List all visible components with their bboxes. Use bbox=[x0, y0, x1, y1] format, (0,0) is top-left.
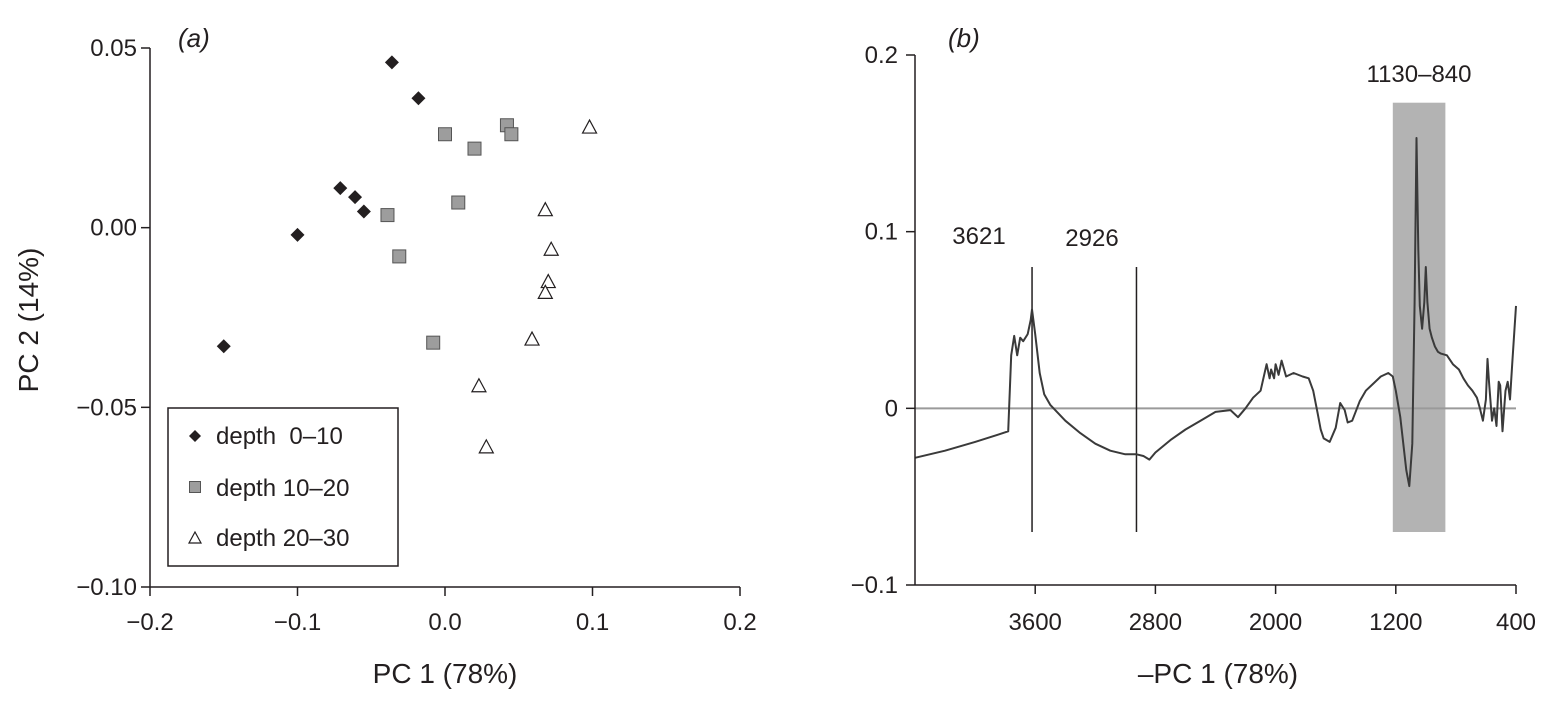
point-depth-0-10 bbox=[356, 204, 371, 219]
x-tick-label: −0.2 bbox=[126, 609, 173, 636]
point-depth-10-20 bbox=[426, 335, 441, 350]
highlight-band-1130-840 bbox=[1392, 102, 1446, 532]
y-tick-label: 0.05 bbox=[90, 35, 137, 62]
panel-a-label: (a) bbox=[178, 23, 210, 53]
point-depth-20-30 bbox=[537, 284, 554, 299]
panel-a-x-axis-label: PC 1 (78%) bbox=[373, 658, 518, 689]
legend-item-depth-0-10: depth 0–10 bbox=[189, 423, 343, 450]
point-depth-0-10 bbox=[384, 55, 399, 70]
x-tick-label: 2800 bbox=[1129, 609, 1182, 636]
annotation-1130-840: 1130–840 bbox=[1367, 61, 1472, 88]
point-depth-20-30 bbox=[524, 330, 541, 346]
legend: depth 0–10 depth 10–20 depth 20–30 bbox=[167, 407, 399, 567]
legend-item-depth-20-30: depth 20–30 bbox=[187, 525, 349, 552]
y-tick-label: 0.2 bbox=[865, 42, 898, 69]
y-tick-label: −0.10 bbox=[76, 574, 137, 601]
panel-a-points bbox=[216, 55, 598, 454]
point-depth-0-10 bbox=[290, 227, 305, 242]
point-depth-10-20 bbox=[504, 127, 519, 142]
scatter-panel-a: (a) −0.2 −0.1 0.0 0.1 0.2 0.05 0.00 −0.05 −0.10… bbox=[13, 23, 757, 689]
point-depth-0-10 bbox=[216, 339, 231, 354]
y-tick-label: −0.05 bbox=[76, 394, 137, 421]
panel-b-x-ticks: 3600 2800 2000 1200 400 bbox=[1009, 585, 1536, 636]
panel-b-y-ticks: 0.2 0.1 0 −0.1 bbox=[851, 42, 915, 599]
panel-a-x-ticks: −0.2 −0.1 0.0 0.1 0.2 bbox=[126, 587, 757, 636]
legend-square-marker bbox=[189, 481, 201, 493]
point-depth-20-30 bbox=[470, 377, 487, 393]
legend-label-depth-10-20: depth 10–20 bbox=[216, 475, 349, 502]
legend-label-depth-0-10: depth 0–10 bbox=[216, 423, 343, 450]
spectrum-panel-b: (b) 3600 2800 2000 1200 400 0.2 0.1 0 −0.1 –PC … bbox=[851, 23, 1536, 689]
annotation-3621: 3621 bbox=[952, 223, 1005, 250]
x-tick-label: 3600 bbox=[1009, 609, 1062, 636]
point-depth-0-10 bbox=[348, 190, 363, 205]
point-depth-0-10 bbox=[333, 181, 348, 196]
y-tick-label: 0.1 bbox=[865, 219, 898, 246]
panel-b-x-axis-label: –PC 1 (78%) bbox=[1138, 658, 1298, 689]
point-depth-20-30 bbox=[581, 118, 598, 134]
point-depth-20-30 bbox=[540, 273, 557, 289]
point-depth-10-20 bbox=[451, 195, 466, 210]
y-tick-label: −0.1 bbox=[851, 572, 898, 599]
panel-a-y-axis-label: PC 2 (14%) bbox=[13, 248, 44, 393]
legend-triangle-marker bbox=[187, 530, 203, 544]
y-tick-label: 0 bbox=[885, 395, 898, 422]
point-depth-10-20 bbox=[467, 141, 482, 156]
annotation-2926: 2926 bbox=[1065, 225, 1118, 252]
point-depth-10-20 bbox=[438, 127, 452, 142]
point-depth-10-20 bbox=[380, 208, 395, 223]
spectrum-line bbox=[914, 137, 1517, 488]
legend-diamond-marker bbox=[189, 430, 201, 442]
x-tick-label: −0.1 bbox=[274, 609, 321, 636]
point-depth-20-30 bbox=[478, 438, 495, 454]
x-tick-label: 0.1 bbox=[576, 609, 609, 636]
x-tick-label: 2000 bbox=[1249, 609, 1302, 636]
x-tick-label: 0.2 bbox=[723, 609, 756, 636]
point-depth-10-20 bbox=[392, 249, 407, 264]
x-tick-label: 0.0 bbox=[428, 609, 461, 636]
y-tick-label: 0.00 bbox=[90, 215, 137, 242]
panel-b-label: (b) bbox=[948, 23, 980, 53]
legend-label-depth-20-30: depth 20–30 bbox=[216, 525, 349, 552]
point-depth-20-30 bbox=[543, 240, 560, 256]
panel-a-y-ticks: 0.05 0.00 −0.05 −0.10 bbox=[76, 35, 150, 601]
point-depth-0-10 bbox=[411, 91, 426, 106]
legend-box bbox=[167, 407, 399, 567]
x-tick-label: 1200 bbox=[1369, 609, 1422, 636]
x-tick-label: 400 bbox=[1496, 609, 1536, 636]
legend-item-depth-10-20: depth 10–20 bbox=[189, 475, 349, 502]
point-depth-20-30 bbox=[537, 201, 554, 217]
